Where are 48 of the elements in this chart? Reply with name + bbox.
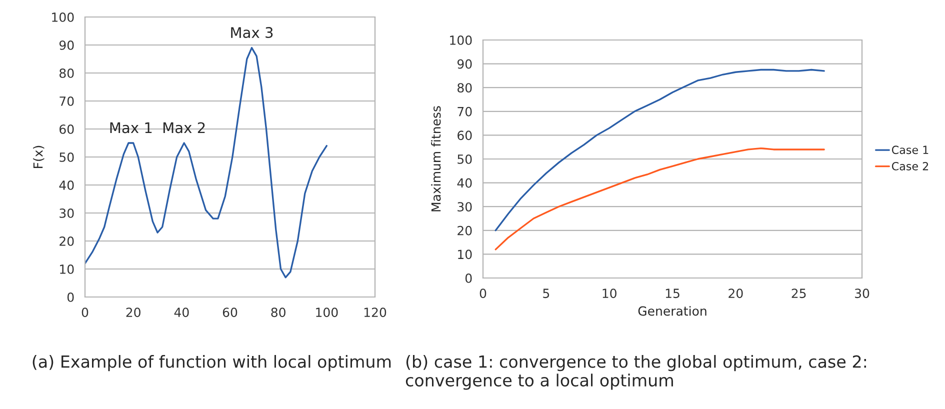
y-tick-label: 100 xyxy=(52,12,74,22)
text: (a) Example of function with local optimum xyxy=(32,355,391,372)
y-tick-label: 30 xyxy=(458,202,472,212)
x-tick-label: 0 xyxy=(480,288,486,298)
x-tick-label: 25 xyxy=(792,288,806,298)
legend-label: Case 1 xyxy=(892,146,928,154)
y-tick-label: 10 xyxy=(458,250,472,260)
annotation: Max 3 xyxy=(231,27,273,38)
y-axis-title: Maximum fitness xyxy=(431,106,441,212)
y-tick-label: 90 xyxy=(59,40,74,50)
y-tick-label: 90 xyxy=(457,59,472,69)
line-series xyxy=(494,68,825,232)
x-axis-title: Generation xyxy=(638,306,706,316)
y-tick-label: 40 xyxy=(457,178,472,188)
annotation: Max 2 xyxy=(163,122,205,134)
line-series xyxy=(85,46,328,278)
x-tick-label: 100 xyxy=(316,308,338,318)
x-tick-label: 20 xyxy=(126,308,140,318)
x-tick-label: 40 xyxy=(174,308,189,318)
x-tick-label: 80 xyxy=(271,308,286,318)
y-tick-label: 10 xyxy=(60,264,74,274)
x-tick-label: 120 xyxy=(364,308,386,318)
y-tick-label: 80 xyxy=(60,68,74,78)
text: (b) case 1: convergence to the global optimum, case 2: convergence to a local optimum xyxy=(406,355,866,390)
y-tick-label: 60 xyxy=(458,130,472,140)
y-tick-label: 20 xyxy=(60,236,74,246)
x-tick-label: 30 xyxy=(855,288,870,298)
y-tick-label: 100 xyxy=(450,35,472,45)
x-tick-label: 60 xyxy=(222,308,238,318)
annotation: Max 1 xyxy=(110,122,152,134)
y-tick-label: 40 xyxy=(59,180,74,190)
y-tick-label: 50 xyxy=(60,152,74,162)
y-tick-label: 50 xyxy=(458,154,472,164)
y-tick-label: 60 xyxy=(60,124,74,134)
y-tick-label: 70 xyxy=(458,106,472,116)
x-tick-label: 15 xyxy=(666,288,680,298)
legend-label: Case 2 xyxy=(892,162,928,170)
y-tick-label: 20 xyxy=(458,226,472,236)
y-axis-title: F(x) xyxy=(33,146,44,168)
y-tick-label: 80 xyxy=(458,83,472,93)
x-tick-label: 20 xyxy=(728,288,743,298)
x-tick-label: 10 xyxy=(602,288,616,298)
line-series xyxy=(494,147,825,250)
y-tick-label: 0 xyxy=(465,273,472,283)
x-tick-label: 0 xyxy=(82,308,88,318)
y-tick-label: 30 xyxy=(60,208,74,218)
x-tick-label: 5 xyxy=(543,288,550,298)
y-tick-label: 70 xyxy=(60,96,74,106)
